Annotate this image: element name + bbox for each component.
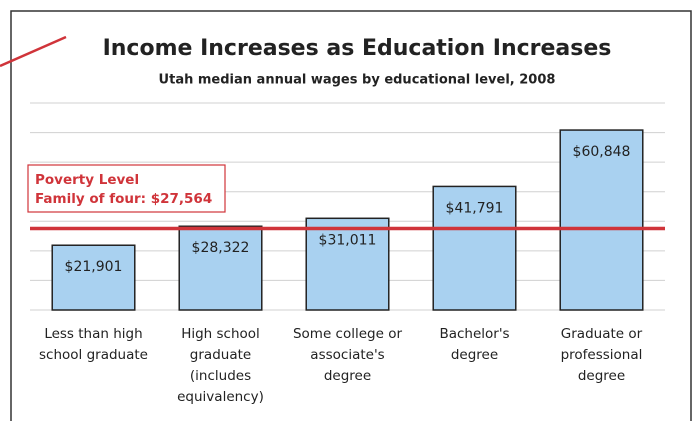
labels: Less than high school graduate $21,901 High… [39,144,643,405]
bar [178,225,263,311]
bar [51,244,136,311]
x-tick-label: Bachelor's degree [439,326,509,363]
value-label: $21,901 [65,259,123,275]
reference-label: Poverty Level [35,172,139,188]
x-tick-label: High school graduate (includes equivalency) [177,326,264,405]
chart-subtitle: Utah median annual wages by educational … [159,73,556,88]
reference-label: Family of four: $27,564 [35,191,212,207]
reference-label-box [27,164,226,213]
x-tick-label: Less than high school graduate [39,326,148,363]
bar [305,217,390,311]
x-tick-label: Graduate or professional degree [561,326,643,384]
value-label: $28,322 [192,240,250,256]
chart-title: Income Increases as Education Increases [103,36,612,61]
bar [432,185,517,311]
bar [559,129,644,311]
value-label: $41,791 [446,200,504,216]
x-tick-label: Some college or associate's degree [293,326,402,384]
value-label: $60,848 [573,144,631,160]
pointer-line [0,35,67,68]
bars [51,129,644,311]
value-label: $31,011 [319,232,377,248]
